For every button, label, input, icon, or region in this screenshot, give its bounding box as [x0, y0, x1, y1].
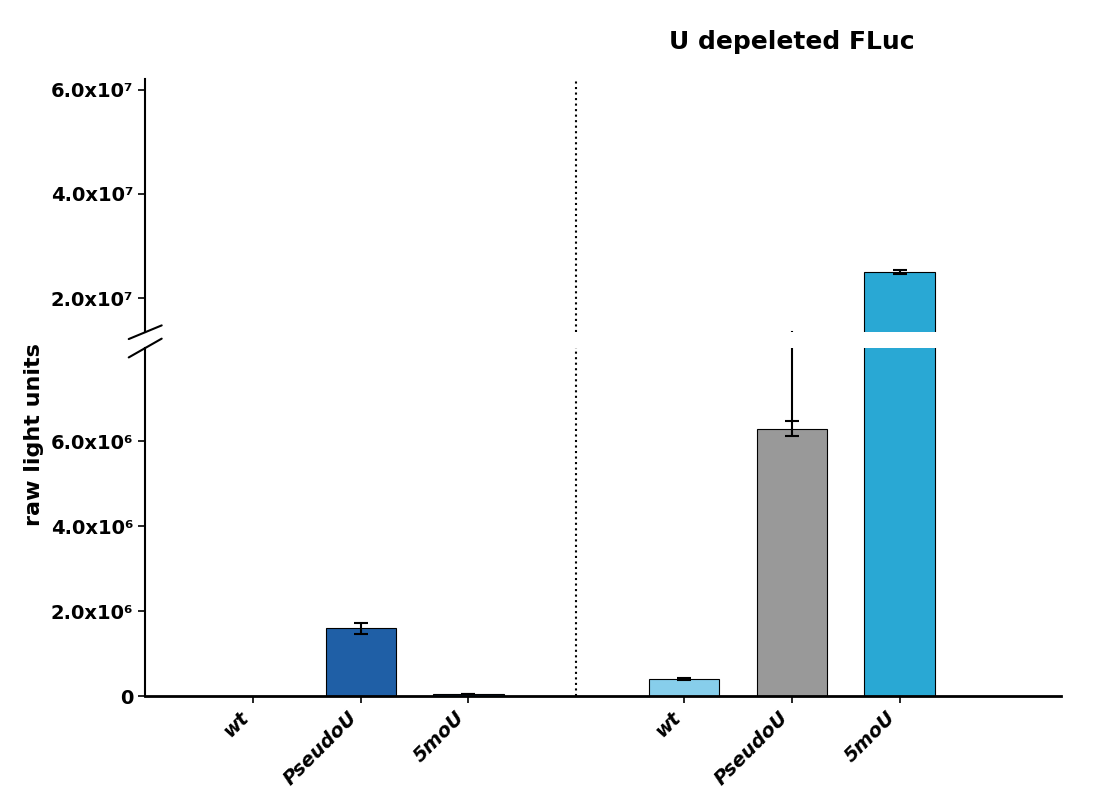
Bar — [326, 395, 395, 403]
Text: raw light units: raw light units — [23, 343, 44, 527]
Bar — [756, 370, 827, 403]
Bar — [865, 0, 935, 696]
Bar — [433, 694, 504, 696]
Bar — [649, 679, 719, 696]
Bar — [649, 400, 719, 403]
Bar — [326, 628, 395, 696]
Bar — [865, 272, 935, 403]
Bar — [756, 429, 827, 696]
Text: U depeleted FLuc: U depeleted FLuc — [669, 30, 915, 54]
